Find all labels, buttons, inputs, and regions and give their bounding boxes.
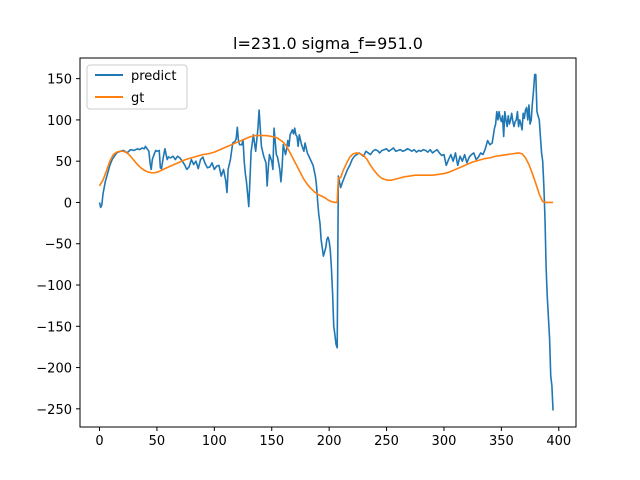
x-tick-label: 300 xyxy=(432,434,457,449)
legend-label-gt: gt xyxy=(131,91,144,106)
series-line-predict xyxy=(98,73,554,411)
y-tick-label: 150 xyxy=(47,73,72,88)
y-axis: −250 −200 −150 −100 −50 0 50 100 150 xyxy=(36,73,80,418)
x-tick-label: 150 xyxy=(259,434,284,449)
y-tick-label: 50 xyxy=(55,155,72,170)
y-tick-label: 100 xyxy=(47,114,72,129)
y-tick-label: −250 xyxy=(36,403,72,418)
y-tick-label: 0 xyxy=(64,196,72,211)
legend-label-predict: predict xyxy=(131,69,176,84)
plot-lines xyxy=(98,73,554,411)
x-tick-label: 50 xyxy=(149,434,166,449)
x-tick-label: 250 xyxy=(374,434,399,449)
x-tick-label: 200 xyxy=(317,434,342,449)
legend: predict gt xyxy=(86,64,188,110)
x-tick-label: 400 xyxy=(546,434,571,449)
plot-frame xyxy=(79,57,577,428)
y-tick-label: −100 xyxy=(36,279,72,294)
x-tick-label: 350 xyxy=(489,434,514,449)
x-tick-label: 0 xyxy=(95,434,103,449)
series-line-gt xyxy=(98,134,554,204)
x-tick-label: 100 xyxy=(202,434,227,449)
y-tick-label: −50 xyxy=(45,238,72,253)
chart-title: l=231.0 sigma_f=951.0 xyxy=(233,34,423,54)
y-tick-label: −150 xyxy=(36,320,72,335)
x-axis: 0 50 100 150 200 250 300 350 400 xyxy=(95,427,571,449)
y-tick-label: −200 xyxy=(36,362,72,377)
